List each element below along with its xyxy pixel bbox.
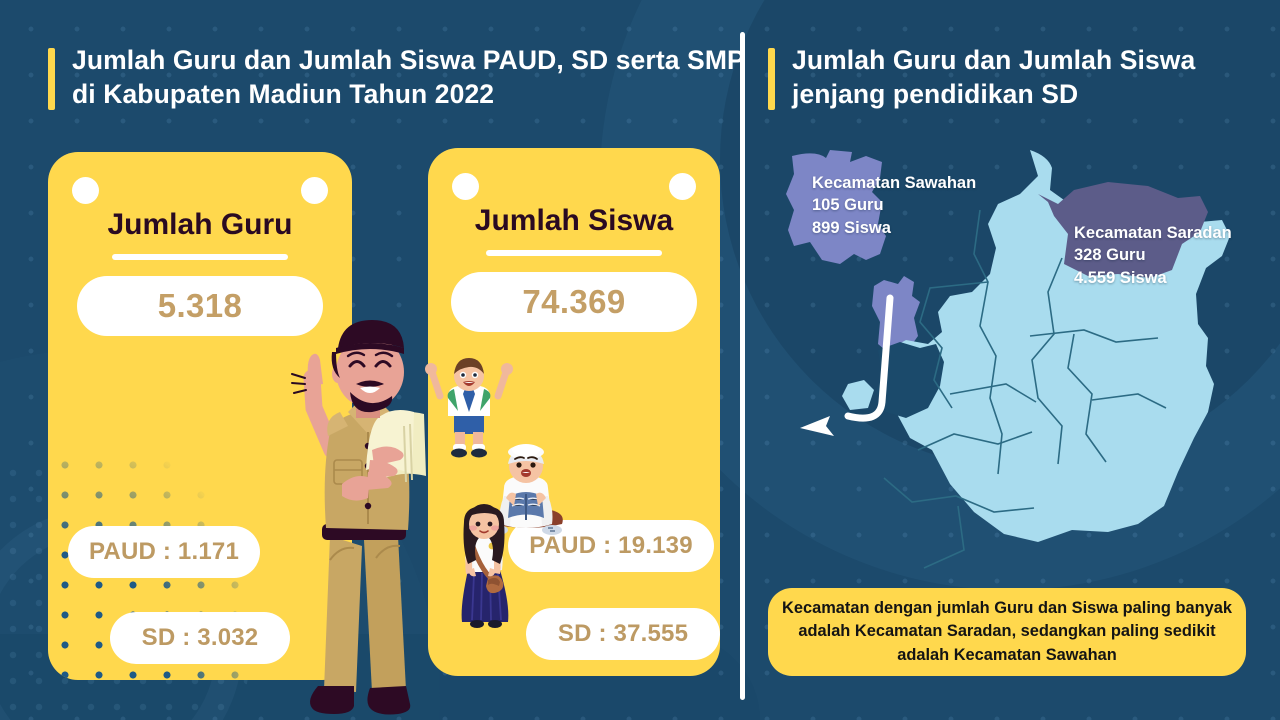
stat-pill-guru-paud: PAUD : 1.171 [68, 526, 260, 578]
map-callout-sawahan-students: 899 Siswa [812, 218, 891, 237]
map-pointer-arrow [844, 294, 894, 422]
map-callout-sawahan: Kecamatan Sawahan 105 Guru 899 Siswa [812, 172, 976, 239]
stat-pill-siswa-paud: PAUD : 19.139 [508, 520, 714, 572]
card-heading-guru: Jumlah Guru [107, 208, 293, 241]
title-accent-bar-left [48, 48, 55, 110]
map-kabupaten-madiun[interactable] [762, 138, 1268, 582]
stat-pill-guru-sd: SD : 3.032 [110, 612, 290, 664]
map-pointer-arrowhead-icon [800, 416, 834, 436]
teacher-illustration [291, 320, 426, 715]
map-callout-saradan-students: 4.559 Siswa [1074, 268, 1167, 287]
title-accent-bar-right [768, 48, 775, 110]
card-total-guru: 5.318 [77, 276, 323, 336]
map-callout-saradan: Kecamatan Saradan 328 Guru 4.559 Siswa [1074, 222, 1232, 289]
stat-card-jumlah-guru: Jumlah Guru 5.318 PAUD : 1.171 SD : 3.03… [48, 152, 352, 680]
title-right-text: Jumlah Guru dan Jumlah Siswa jenjang pen… [792, 45, 1196, 109]
map-region-sawahan[interactable] [786, 150, 886, 264]
map-callout-sawahan-teachers: 105 Guru [812, 196, 884, 215]
student-girl-illustration [461, 504, 509, 628]
map-region-dark[interactable] [876, 342, 944, 418]
card-heading-rule [112, 254, 288, 260]
student-sd-illustration [425, 358, 513, 458]
page-title-right: Jumlah Guru dan Jumlah Siswa jenjang pen… [768, 44, 1272, 112]
map-callout-saradan-name: Kecamatan Saradan [1074, 224, 1232, 242]
map-district-borders [883, 209, 1167, 569]
map-callout-sawahan-name: Kecamatan Sawahan [812, 174, 977, 192]
card-notch-right-icon [301, 177, 328, 204]
card-notch-right-icon [669, 173, 696, 200]
title-left-text: Jumlah Guru dan Jumlah Siswa PAUD, SD se… [72, 45, 745, 109]
page-title-left: Jumlah Guru dan Jumlah Siswa PAUD, SD se… [48, 44, 752, 112]
card-heading-rule [486, 250, 662, 256]
card-heading-siswa: Jumlah Siswa [474, 204, 674, 237]
stat-pill-siswa-sd: SD : 37.555 [526, 608, 720, 660]
map-region-notch[interactable] [842, 380, 874, 410]
vertical-divider [740, 32, 745, 700]
summary-caption: Kecamatan dengan jumlah Guru dan Siswa p… [768, 588, 1246, 676]
map-region-saradan[interactable] [1038, 182, 1208, 278]
map-callout-saradan-teachers: 328 Guru [1074, 246, 1146, 265]
card-total-siswa: 74.369 [451, 272, 697, 332]
card-notch-left-icon [452, 173, 479, 200]
card-notch-left-icon [72, 177, 99, 204]
